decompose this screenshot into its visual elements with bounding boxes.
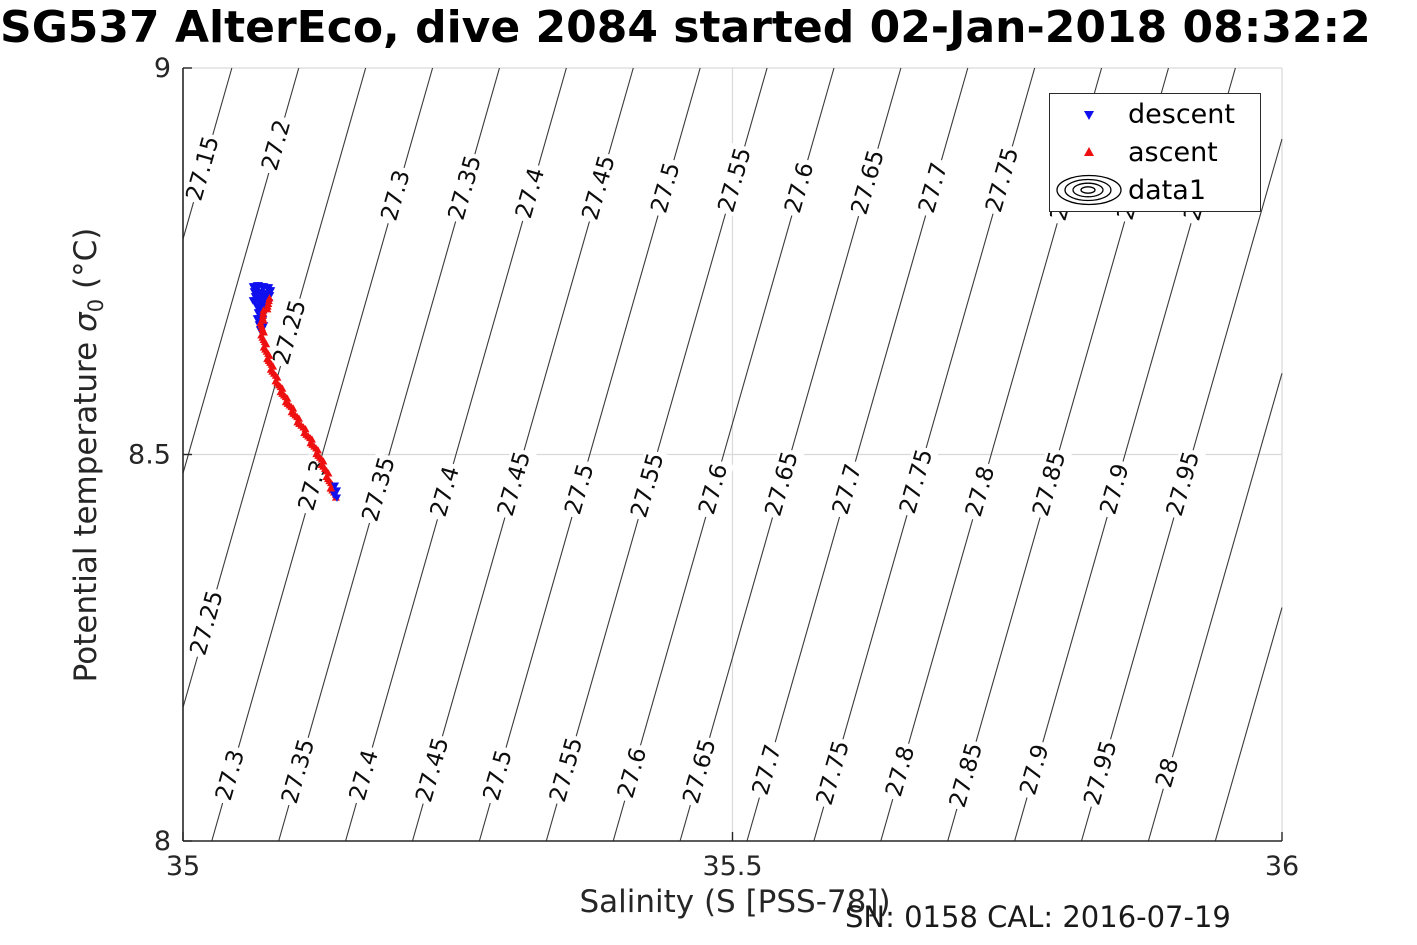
legend-label: ascent [1128,136,1218,168]
y-axis-label: Potential temperature σ0 (°C) [68,228,108,683]
svg-text:27.9: 27.9 [1015,742,1054,798]
svg-text:27.65: 27.65 [678,736,721,806]
legend-label: data1 [1128,174,1206,206]
legend-item-data1: data1 [1050,172,1260,209]
legend-label: descent [1128,99,1235,131]
svg-text:27.7: 27.7 [828,461,867,517]
svg-text:27.9: 27.9 [1095,461,1134,517]
svg-text:27.4: 27.4 [345,747,384,803]
y-tick-label: 9 [154,53,171,84]
svg-text:27.3: 27.3 [294,457,333,513]
legend: descent ascent data1 [1049,93,1261,212]
svg-text:27.45: 27.45 [577,153,620,223]
svg-text:27.55: 27.55 [713,145,756,215]
contour-labels: 27.15 27.2 27.25 27.25 27.3 27.3 27.3 27.35 27.3… [181,114,1220,813]
svg-text:27.55: 27.55 [626,450,669,520]
svg-text:27.95: 27.95 [1162,449,1205,519]
svg-text:27.35: 27.35 [277,736,320,806]
sigma-subscript: 0 [83,298,109,313]
svg-text:27.3: 27.3 [377,167,416,223]
sensor-calibration-annotation: SN: 0158 CAL: 2016-07-19 [845,900,1231,934]
axis-lines [182,67,1283,842]
ascent-markers [256,294,340,501]
svg-text:27.5: 27.5 [560,461,599,517]
y-axis-label-text: Potential temperature [67,331,104,683]
triangle-up-icon [1050,142,1128,162]
figure-title: SG537 AlterEco, dive 2084 started 02-Jan… [0,2,1371,53]
svg-text:27.85: 27.85 [1028,449,1071,519]
sigma-symbol: σ [67,312,104,332]
svg-text:27.5: 27.5 [646,160,685,216]
svg-text:27.7: 27.7 [748,742,787,798]
svg-text:27.65: 27.65 [847,147,890,217]
legend-item-descent: descent [1050,96,1260,133]
svg-text:27.15: 27.15 [182,133,225,203]
x-tick-label: 35 [166,851,200,882]
x-tick-label: 36 [1265,851,1299,882]
svg-text:27.4: 27.4 [511,165,550,221]
x-axis-label: Salinity (S [PSS-78]) [579,884,891,920]
svg-text:27.25: 27.25 [186,588,229,658]
svg-text:27.85: 27.85 [945,740,988,810]
y-axis-label-units: (°C) [67,227,104,299]
svg-text:27.3: 27.3 [211,747,250,803]
triangle-down-icon [1050,105,1128,125]
svg-text:27.7: 27.7 [914,160,953,216]
y-tick-label: 8.5 [128,440,171,471]
svg-text:27.35: 27.35 [358,454,401,524]
svg-text:27.75: 27.75 [812,738,855,808]
svg-text:27.6: 27.6 [613,745,652,801]
svg-text:27.4: 27.4 [426,463,465,519]
svg-text:27.2: 27.2 [257,117,296,173]
svg-text:27.35: 27.35 [444,153,487,223]
x-tick-label: 35.5 [702,851,762,882]
svg-text:27.95: 27.95 [1079,738,1122,808]
svg-text:27.25: 27.25 [269,297,312,367]
descent-tip-markers [329,482,342,502]
svg-text:27.6: 27.6 [694,461,733,517]
svg-text:27.55: 27.55 [545,735,588,805]
svg-text:27.45: 27.45 [493,449,536,519]
svg-text:27.8: 27.8 [881,743,920,799]
svg-text:27.5: 27.5 [479,747,518,803]
tick-labels: 35 35.5 36 8 8.5 9 [128,53,1299,882]
svg-text:27.8: 27.8 [961,463,1000,519]
legend-item-ascent: ascent [1050,134,1260,171]
svg-text:27.75: 27.75 [981,145,1024,215]
y-tick-label: 8 [154,826,171,857]
svg-text:27.6: 27.6 [780,160,819,216]
contour-rings-icon [1050,173,1128,207]
svg-text:27.75: 27.75 [895,446,938,516]
svg-text:27.45: 27.45 [411,735,454,805]
svg-text:27.65: 27.65 [761,449,804,519]
